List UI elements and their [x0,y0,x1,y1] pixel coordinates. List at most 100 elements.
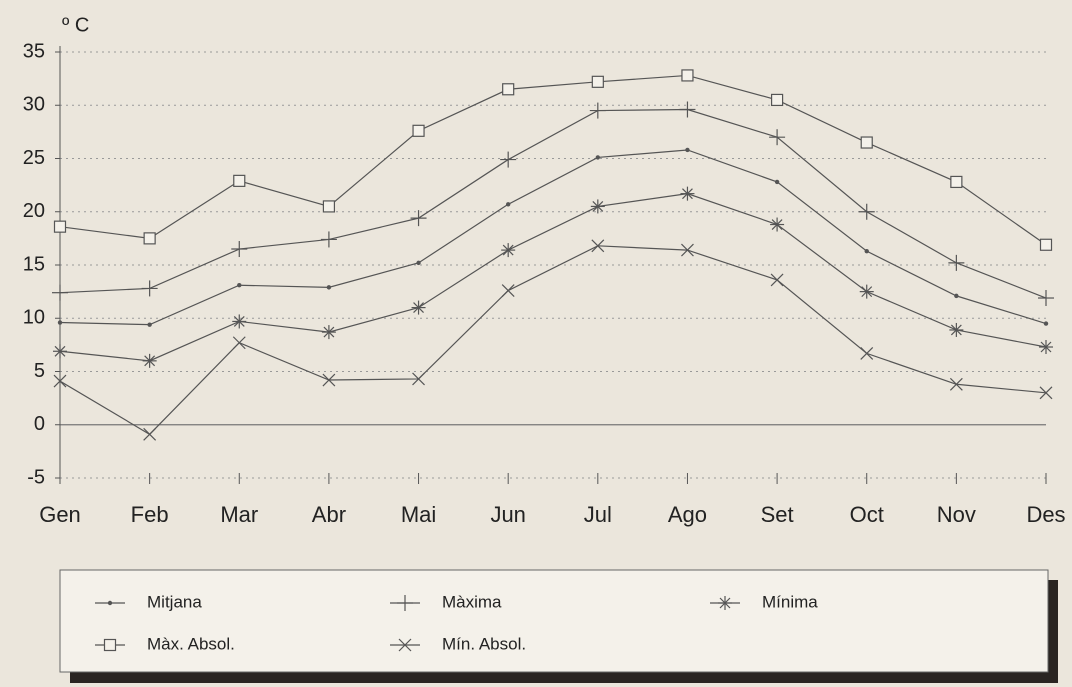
marker-square [681,69,694,82]
marker [500,151,517,168]
y-tick-label: 25 [23,147,45,169]
marker-dot [864,248,869,254]
marker-stroke [323,326,335,338]
marker-stroke [502,244,514,256]
x-tick-label: Feb [131,502,169,527]
marker [231,241,248,258]
marker-stroke [682,188,693,200]
marker [679,101,696,118]
y-tick-label: 15 [23,253,45,275]
marker-square [591,75,604,88]
unit-label: º C [62,14,89,36]
marker-dot [1043,321,1049,326]
marker-dot [505,202,511,207]
marker [595,155,601,160]
marker-square [143,232,156,245]
marker [411,300,426,315]
marker [770,93,784,107]
marker-dot [595,155,601,160]
legend-label: Mínima [762,592,818,611]
marker-stroke [1040,341,1052,353]
x-tick-label: Mai [401,502,436,527]
marker-dot [685,147,690,153]
marker [949,322,964,337]
marker [501,284,515,297]
marker-stroke [719,597,731,609]
marker-stroke [144,355,156,367]
marker-stroke [1039,386,1053,400]
marker-stroke [770,273,784,287]
marker [237,283,242,288]
marker [143,232,156,245]
marker [397,595,413,611]
legend-label: Màxima [442,592,502,611]
marker [681,243,694,257]
marker [591,75,604,88]
marker-square [502,83,515,96]
x-tick-label: Ago [668,502,707,527]
marker-stroke [949,377,963,391]
marker [718,596,732,610]
marker [590,199,605,214]
y-tick-label: -5 [27,466,45,488]
x-tick-label: Mar [220,502,258,527]
marker [680,186,695,201]
marker [501,243,516,258]
marker [142,353,157,368]
marker-stroke [413,302,424,314]
y-tick-label: 35 [23,40,45,62]
marker-stroke [143,427,157,441]
marker [1039,386,1053,400]
marker [416,260,421,266]
marker [412,124,425,137]
marker [326,285,332,290]
marker-dot [326,285,332,290]
marker [681,69,694,82]
marker [322,373,336,387]
marker-stroke [398,638,412,652]
marker-square [322,200,336,213]
marker [232,336,246,350]
legend-box [59,569,1049,673]
marker-dot [954,293,959,299]
marker-stroke [322,373,336,387]
marker-dot [57,320,63,325]
y-tick-label: 30 [23,94,45,116]
x-tick-label: Jul [584,502,612,527]
marker [770,273,784,287]
marker-stroke [950,324,962,336]
marker [770,217,785,232]
marker [320,231,337,248]
marker-square [103,638,117,652]
x-tick-label: Oct [850,502,884,527]
marker [410,210,427,227]
marker-stroke [412,372,425,386]
x-tick-label: Set [761,502,794,527]
marker-square [770,93,784,107]
x-tick-label: Jun [490,502,525,527]
series-line [59,74,1047,246]
series-line [59,193,1047,362]
marker [1039,238,1053,251]
marker [147,322,152,327]
marker [502,83,515,96]
marker [53,220,67,233]
marker [398,638,412,652]
legend-label: Mitjana [147,592,202,611]
series-line [59,245,1047,436]
marker [141,280,158,297]
marker [412,372,425,386]
marker-stroke [592,201,604,212]
series-line [59,108,1047,299]
marker [589,102,606,119]
marker [948,254,965,271]
marker-stroke [54,345,66,357]
marker [57,320,63,325]
marker [591,239,605,253]
marker-stroke [233,316,245,327]
marker [1038,290,1054,307]
marker-square [1039,238,1053,251]
marker-stroke [232,336,246,350]
marker-square [233,174,246,187]
